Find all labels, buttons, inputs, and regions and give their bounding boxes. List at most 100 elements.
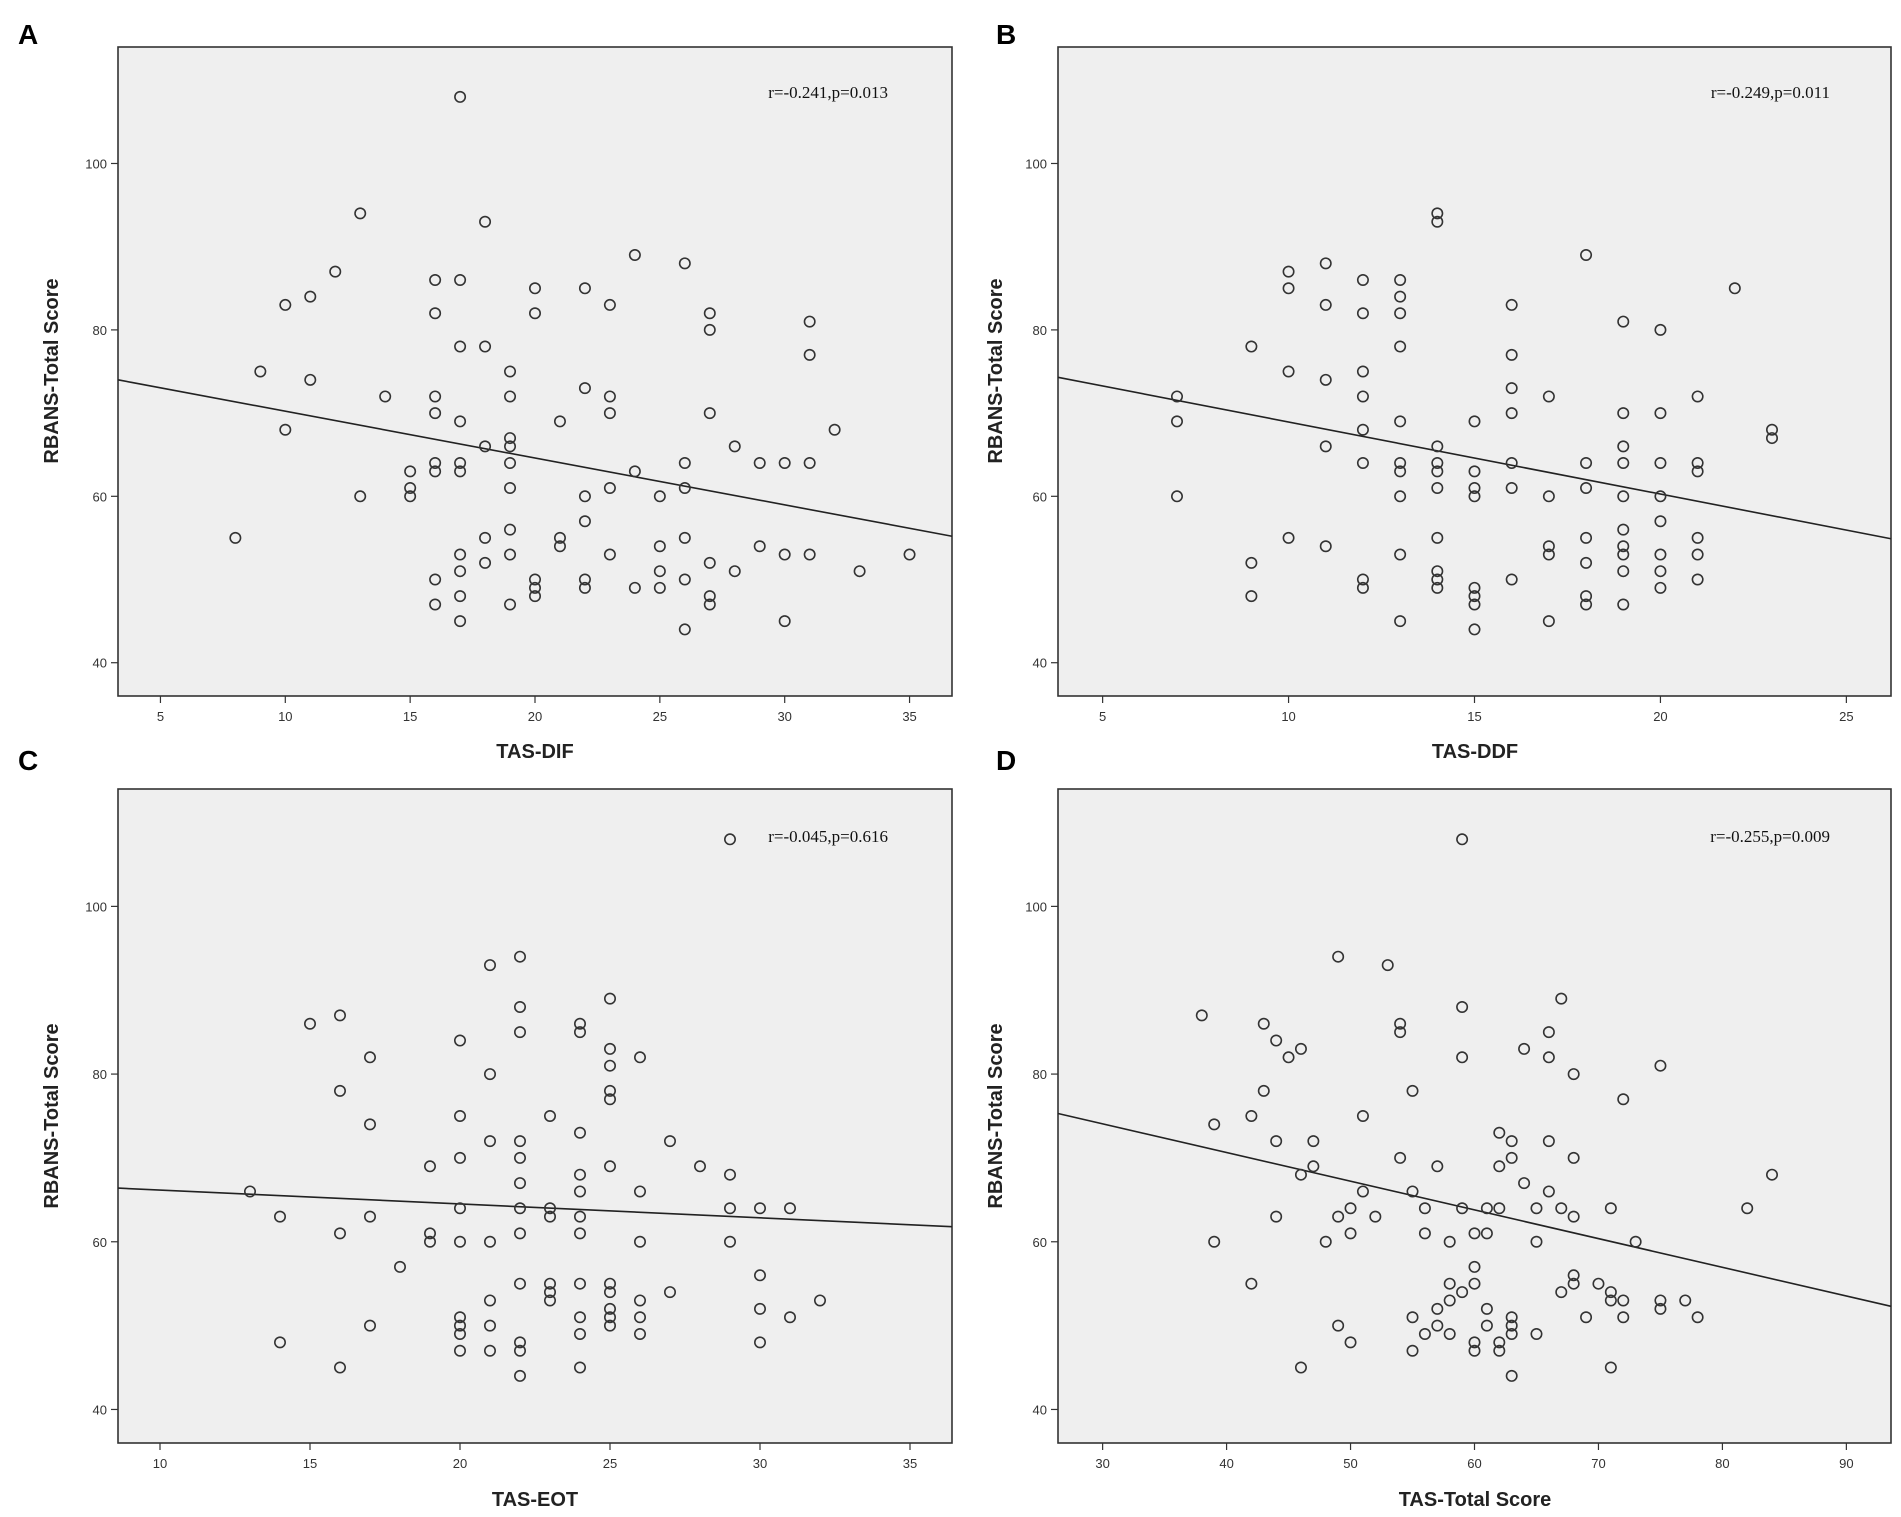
x-tick-label: 15 bbox=[1467, 709, 1481, 724]
data-point bbox=[1245, 340, 1258, 353]
panel-d: D 40 60 80 100 30 40 50 60 70 80 90 r=-0.255,p=0.00… bbox=[985, 745, 1892, 1511]
data-point bbox=[479, 531, 492, 544]
data-point bbox=[633, 1235, 646, 1248]
data-point bbox=[354, 490, 367, 503]
data-point bbox=[454, 548, 467, 561]
panel-letter-d: D bbox=[996, 745, 1016, 776]
data-point bbox=[1431, 457, 1444, 470]
y-tick-label: 40 bbox=[93, 656, 107, 671]
data-point bbox=[1468, 481, 1481, 494]
data-point bbox=[1456, 1051, 1469, 1064]
data-point bbox=[1617, 540, 1630, 553]
data-point bbox=[1555, 992, 1568, 1005]
data-point bbox=[1766, 423, 1779, 436]
data-point bbox=[1580, 531, 1593, 544]
correlation-annotation: r=-0.249,p=0.011 bbox=[1711, 83, 1830, 102]
data-point bbox=[653, 490, 666, 503]
data-point bbox=[1505, 1328, 1518, 1341]
data-point bbox=[1480, 1319, 1493, 1332]
data-point bbox=[573, 1328, 586, 1341]
data-point bbox=[628, 249, 641, 262]
data-point bbox=[1505, 1311, 1518, 1324]
data-point bbox=[1505, 481, 1518, 494]
data-point bbox=[653, 581, 666, 594]
data-point bbox=[1294, 1361, 1307, 1374]
data-point bbox=[1431, 1160, 1444, 1173]
data-point bbox=[1617, 523, 1630, 536]
data-point bbox=[1468, 490, 1481, 503]
data-point bbox=[483, 1068, 496, 1081]
data-point bbox=[753, 457, 766, 470]
panel-letter-c: C bbox=[18, 745, 38, 776]
data-point bbox=[1332, 1210, 1345, 1223]
data-point bbox=[1679, 1294, 1692, 1307]
data-point bbox=[1617, 407, 1630, 420]
data-point bbox=[723, 1168, 736, 1181]
data-point bbox=[504, 481, 517, 494]
data-point bbox=[703, 590, 716, 603]
y-tick-label: 40 bbox=[1033, 656, 1047, 671]
data-point bbox=[304, 373, 317, 386]
data-point bbox=[513, 1000, 526, 1013]
data-point bbox=[429, 465, 442, 478]
x-tick-label: 50 bbox=[1343, 1456, 1357, 1471]
data-point bbox=[1257, 1084, 1270, 1097]
data-point bbox=[453, 1319, 466, 1332]
data-point bbox=[778, 615, 791, 628]
data-point bbox=[453, 1202, 466, 1215]
data-point bbox=[578, 282, 591, 295]
data-point bbox=[543, 1202, 556, 1215]
data-point bbox=[1394, 548, 1407, 561]
data-point bbox=[513, 1344, 526, 1357]
data-point bbox=[528, 307, 541, 320]
data-point bbox=[1171, 415, 1184, 428]
data-point bbox=[1282, 282, 1295, 295]
data-point bbox=[1171, 390, 1184, 403]
data-point bbox=[1344, 1227, 1357, 1240]
data-point bbox=[1505, 382, 1518, 395]
data-point bbox=[513, 1277, 526, 1290]
data-point bbox=[543, 1210, 556, 1223]
data-point bbox=[543, 1110, 556, 1123]
data-point bbox=[1580, 481, 1593, 494]
data-point bbox=[1319, 257, 1332, 270]
data-point bbox=[1468, 1344, 1481, 1357]
data-point bbox=[603, 1084, 616, 1097]
data-point bbox=[1319, 540, 1332, 553]
data-point bbox=[1505, 573, 1518, 586]
x-tick-label: 15 bbox=[403, 709, 417, 724]
data-point bbox=[483, 1294, 496, 1307]
data-point bbox=[678, 457, 691, 470]
data-point bbox=[603, 1277, 616, 1290]
data-point bbox=[1245, 1277, 1258, 1290]
data-point bbox=[454, 457, 467, 470]
data-point bbox=[504, 457, 517, 470]
data-point bbox=[578, 573, 591, 586]
data-point bbox=[1617, 315, 1630, 328]
data-point bbox=[1555, 1202, 1568, 1215]
data-point bbox=[354, 207, 367, 220]
data-point bbox=[1567, 1210, 1580, 1223]
data-point bbox=[628, 581, 641, 594]
data-point bbox=[1356, 423, 1369, 436]
data-point bbox=[454, 590, 467, 603]
x-tick-label: 15 bbox=[303, 1456, 317, 1471]
data-point bbox=[1344, 1336, 1357, 1349]
data-point bbox=[1617, 565, 1630, 578]
data-point bbox=[678, 573, 691, 586]
data-point bbox=[1542, 1051, 1555, 1064]
data-point bbox=[504, 390, 517, 403]
data-point bbox=[853, 565, 866, 578]
data-point bbox=[1406, 1344, 1419, 1357]
data-point bbox=[1319, 1235, 1332, 1248]
data-point bbox=[1356, 365, 1369, 378]
data-point bbox=[1654, 323, 1667, 336]
data-point bbox=[1691, 573, 1704, 586]
data-point bbox=[1381, 959, 1394, 972]
data-point bbox=[543, 1286, 556, 1299]
data-point bbox=[603, 992, 616, 1005]
data-point bbox=[603, 1093, 616, 1106]
panel-letter-a: A bbox=[18, 19, 38, 50]
data-point bbox=[429, 573, 442, 586]
